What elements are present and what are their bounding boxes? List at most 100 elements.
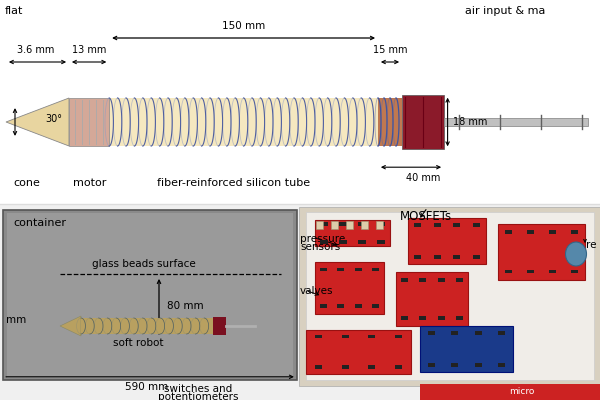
Bar	[401, 278, 408, 282]
Text: flat: flat	[5, 6, 23, 16]
Bar	[434, 223, 441, 226]
Bar	[395, 334, 402, 338]
Bar	[299, 207, 600, 386]
Bar	[315, 366, 322, 369]
Bar	[316, 221, 323, 229]
Text: 590 mm: 590 mm	[125, 382, 169, 392]
Bar	[505, 230, 512, 234]
Bar	[473, 255, 480, 259]
Bar	[549, 230, 556, 234]
Ellipse shape	[566, 242, 587, 266]
Bar	[408, 218, 486, 264]
Text: soft robot: soft robot	[113, 338, 163, 348]
Polygon shape	[6, 98, 69, 146]
Bar	[437, 316, 445, 320]
Text: cone: cone	[14, 178, 40, 188]
Bar	[341, 366, 349, 369]
Text: MOSFETs: MOSFETs	[400, 210, 452, 222]
Bar	[109, 98, 378, 146]
Bar	[451, 363, 458, 367]
Bar	[419, 316, 427, 320]
Bar	[372, 304, 379, 308]
Text: air input & ma: air input & ma	[465, 6, 545, 16]
Bar	[451, 331, 458, 334]
Bar	[571, 230, 578, 234]
Bar	[346, 221, 353, 229]
Bar	[428, 331, 435, 334]
Bar	[378, 98, 402, 146]
Text: motor: motor	[73, 178, 107, 188]
Text: 40 mm: 40 mm	[406, 173, 440, 183]
Polygon shape	[60, 316, 81, 336]
Bar	[456, 278, 463, 282]
Bar	[475, 331, 482, 334]
Bar	[331, 221, 338, 229]
Text: container: container	[13, 218, 66, 228]
Bar	[549, 270, 556, 273]
Text: micro: micro	[509, 388, 535, 396]
Bar	[315, 220, 390, 246]
Text: 30°: 30°	[46, 114, 62, 124]
Bar	[340, 222, 347, 226]
Text: 18 mm: 18 mm	[453, 117, 487, 127]
Bar	[498, 331, 505, 334]
Bar	[358, 222, 365, 226]
Bar	[337, 268, 344, 271]
Bar	[320, 240, 328, 244]
Bar	[320, 268, 327, 271]
Text: 80 mm: 80 mm	[167, 301, 203, 311]
Bar	[402, 95, 444, 149]
Bar	[376, 221, 383, 229]
Bar	[420, 384, 600, 400]
Bar	[437, 278, 445, 282]
Text: sensors: sensors	[300, 242, 340, 252]
Bar	[498, 363, 505, 367]
Bar	[0, 0, 600, 204]
Bar	[444, 118, 588, 126]
Bar	[213, 317, 226, 335]
Text: valves: valves	[300, 286, 334, 296]
Bar	[377, 222, 385, 226]
Bar	[571, 270, 578, 273]
Bar	[315, 262, 384, 314]
Bar	[434, 255, 441, 259]
Bar	[498, 224, 585, 280]
Text: 15 mm: 15 mm	[373, 45, 407, 55]
Bar	[377, 240, 385, 244]
Bar	[361, 221, 368, 229]
Bar	[355, 268, 362, 271]
Text: mm: mm	[6, 315, 26, 325]
Bar	[320, 222, 328, 226]
Bar	[337, 304, 344, 308]
Bar	[368, 334, 376, 338]
Bar	[473, 223, 480, 226]
Bar	[355, 304, 362, 308]
Bar	[7, 213, 293, 378]
Bar	[420, 326, 513, 372]
Bar	[419, 278, 427, 282]
Bar	[340, 240, 347, 244]
Bar	[527, 230, 534, 234]
Text: 3.6 mm: 3.6 mm	[17, 45, 55, 55]
Bar	[396, 272, 468, 326]
Bar	[414, 255, 421, 259]
Bar	[475, 363, 482, 367]
Bar	[320, 304, 327, 308]
Bar	[527, 270, 534, 273]
Bar	[358, 240, 365, 244]
Bar	[3, 210, 297, 380]
Bar	[505, 270, 512, 273]
Text: 13 mm: 13 mm	[71, 45, 106, 55]
Bar	[453, 223, 460, 226]
Text: potentiometers: potentiometers	[158, 392, 238, 400]
Bar	[395, 366, 402, 369]
Text: fiber-reinforced silicon tube: fiber-reinforced silicon tube	[157, 178, 311, 188]
Text: 150 mm: 150 mm	[222, 21, 265, 31]
Bar	[69, 98, 109, 146]
Bar	[414, 223, 421, 226]
Bar	[372, 268, 379, 271]
Bar	[453, 255, 460, 259]
Bar	[401, 316, 408, 320]
Bar	[306, 330, 411, 374]
Bar	[428, 363, 435, 367]
